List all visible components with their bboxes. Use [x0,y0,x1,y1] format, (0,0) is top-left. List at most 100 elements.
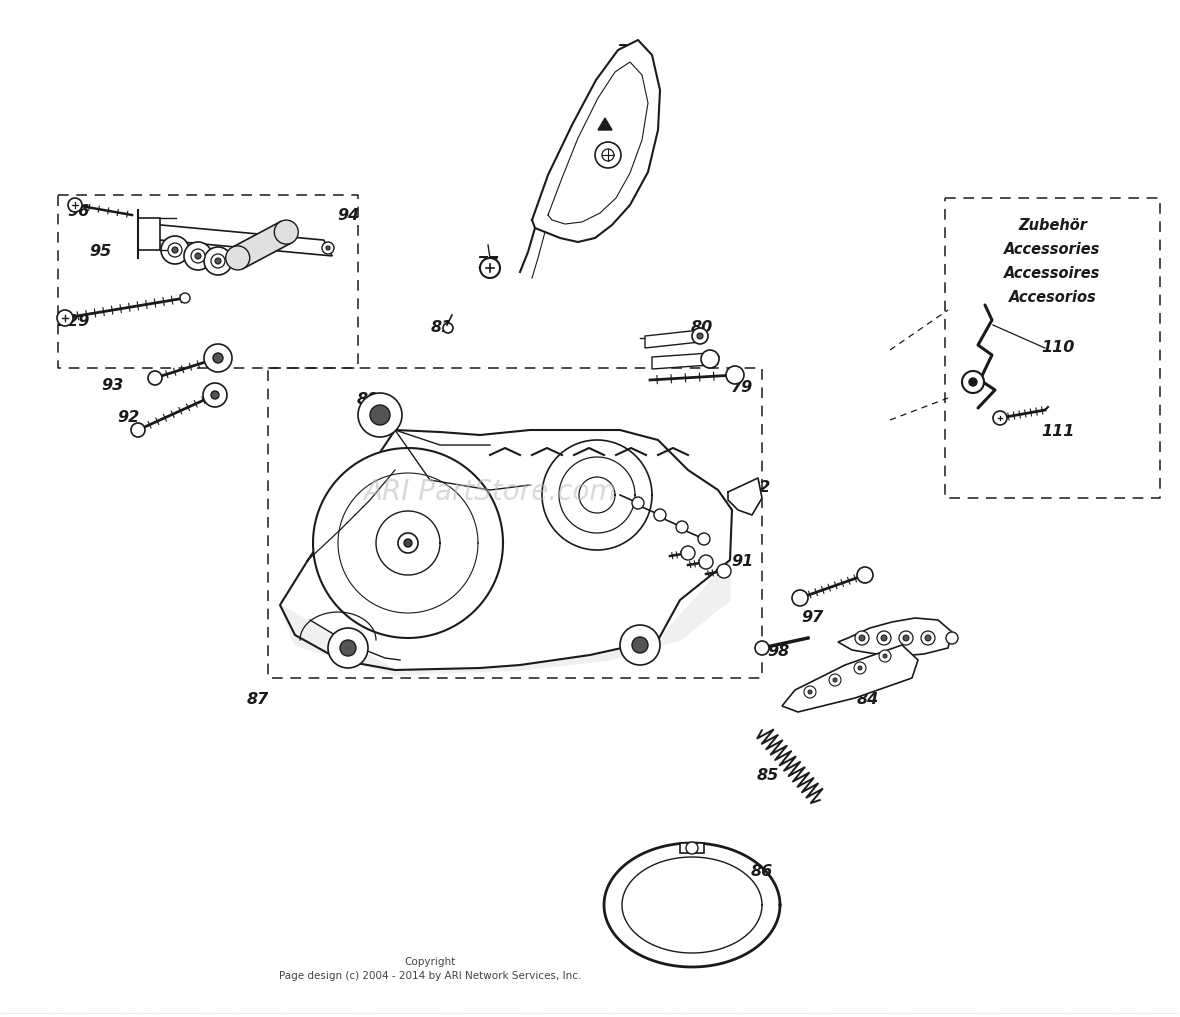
Circle shape [131,423,145,437]
Circle shape [172,247,178,253]
Circle shape [442,323,453,333]
Circle shape [686,842,699,854]
Circle shape [211,254,225,268]
Circle shape [877,631,891,645]
Text: Accesorios: Accesorios [1009,291,1096,305]
Circle shape [755,641,769,655]
Circle shape [184,242,212,270]
Text: 95: 95 [88,244,111,259]
Circle shape [160,236,189,264]
Polygon shape [138,218,160,250]
Circle shape [792,590,808,606]
Circle shape [994,411,1007,425]
Circle shape [328,629,368,668]
Text: 129: 129 [57,314,90,330]
Text: Zubehör: Zubehör [1018,219,1087,234]
Circle shape [691,328,708,344]
Circle shape [654,508,666,521]
Circle shape [322,242,334,254]
Circle shape [274,220,299,244]
Polygon shape [280,560,730,675]
Circle shape [602,149,614,161]
Text: 111: 111 [1041,424,1075,439]
Circle shape [883,654,887,658]
Circle shape [681,546,695,560]
Circle shape [398,533,418,553]
Circle shape [204,344,232,372]
Circle shape [404,539,412,547]
Circle shape [699,533,710,545]
Circle shape [215,258,221,264]
Circle shape [326,246,330,250]
Circle shape [925,635,931,641]
Polygon shape [532,40,660,242]
Polygon shape [232,222,291,268]
Text: 91: 91 [730,554,753,570]
Circle shape [717,564,730,578]
Polygon shape [653,353,710,369]
Polygon shape [313,448,503,638]
Text: 87: 87 [247,693,269,708]
Circle shape [340,640,356,656]
Circle shape [195,253,201,259]
Text: Copyright: Copyright [405,957,455,967]
Circle shape [699,555,713,569]
Circle shape [701,350,719,368]
Text: 79: 79 [730,380,753,396]
Circle shape [191,249,205,263]
Circle shape [181,293,190,303]
Text: 93: 93 [100,377,123,393]
Text: 75: 75 [617,45,640,60]
Circle shape [204,247,232,275]
Circle shape [358,393,402,437]
Polygon shape [151,224,333,256]
Circle shape [632,637,648,653]
Text: 98: 98 [767,645,789,659]
Circle shape [859,635,865,641]
Circle shape [620,625,660,665]
Text: 80: 80 [690,320,713,336]
Circle shape [371,405,391,425]
Text: 96: 96 [67,204,90,220]
Circle shape [946,632,958,644]
Text: Accessories: Accessories [1004,242,1101,257]
Polygon shape [680,843,704,853]
Circle shape [804,686,817,698]
Text: 84: 84 [857,693,879,708]
Circle shape [922,631,935,645]
Text: 92: 92 [117,411,139,425]
Text: 77: 77 [477,255,499,271]
Polygon shape [728,478,762,515]
Circle shape [899,631,913,645]
Text: 94: 94 [336,207,359,223]
Circle shape [857,567,873,583]
Circle shape [225,246,250,270]
Circle shape [969,378,977,386]
Text: 83: 83 [900,641,923,656]
Polygon shape [838,618,952,656]
Circle shape [962,371,984,393]
Polygon shape [645,330,700,348]
Circle shape [697,333,703,339]
Circle shape [68,198,81,212]
Text: 110: 110 [1041,341,1075,356]
Circle shape [726,366,745,384]
Text: 88: 88 [334,638,356,653]
Circle shape [881,635,887,641]
Text: 85: 85 [756,768,779,782]
Circle shape [808,690,812,694]
Circle shape [854,662,866,674]
Text: 78: 78 [699,355,721,369]
Circle shape [203,383,227,407]
Text: 81: 81 [431,320,453,336]
Circle shape [676,521,688,533]
Polygon shape [598,118,612,130]
Text: Page design (c) 2004 - 2014 by ARI Network Services, Inc.: Page design (c) 2004 - 2014 by ARI Netwo… [278,971,582,981]
Text: 89: 89 [356,393,379,408]
Circle shape [833,678,837,682]
Circle shape [632,497,644,508]
Circle shape [595,142,621,168]
Circle shape [858,666,863,670]
Text: Accessoires: Accessoires [1004,266,1101,282]
Circle shape [480,258,500,278]
